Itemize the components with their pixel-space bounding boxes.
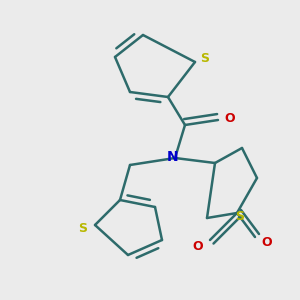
Text: O: O — [193, 239, 203, 253]
Text: O: O — [262, 236, 272, 250]
Text: N: N — [167, 150, 179, 164]
Text: O: O — [225, 112, 235, 124]
Text: S: S — [236, 209, 244, 223]
Text: S: S — [79, 221, 88, 235]
Text: S: S — [200, 52, 209, 65]
